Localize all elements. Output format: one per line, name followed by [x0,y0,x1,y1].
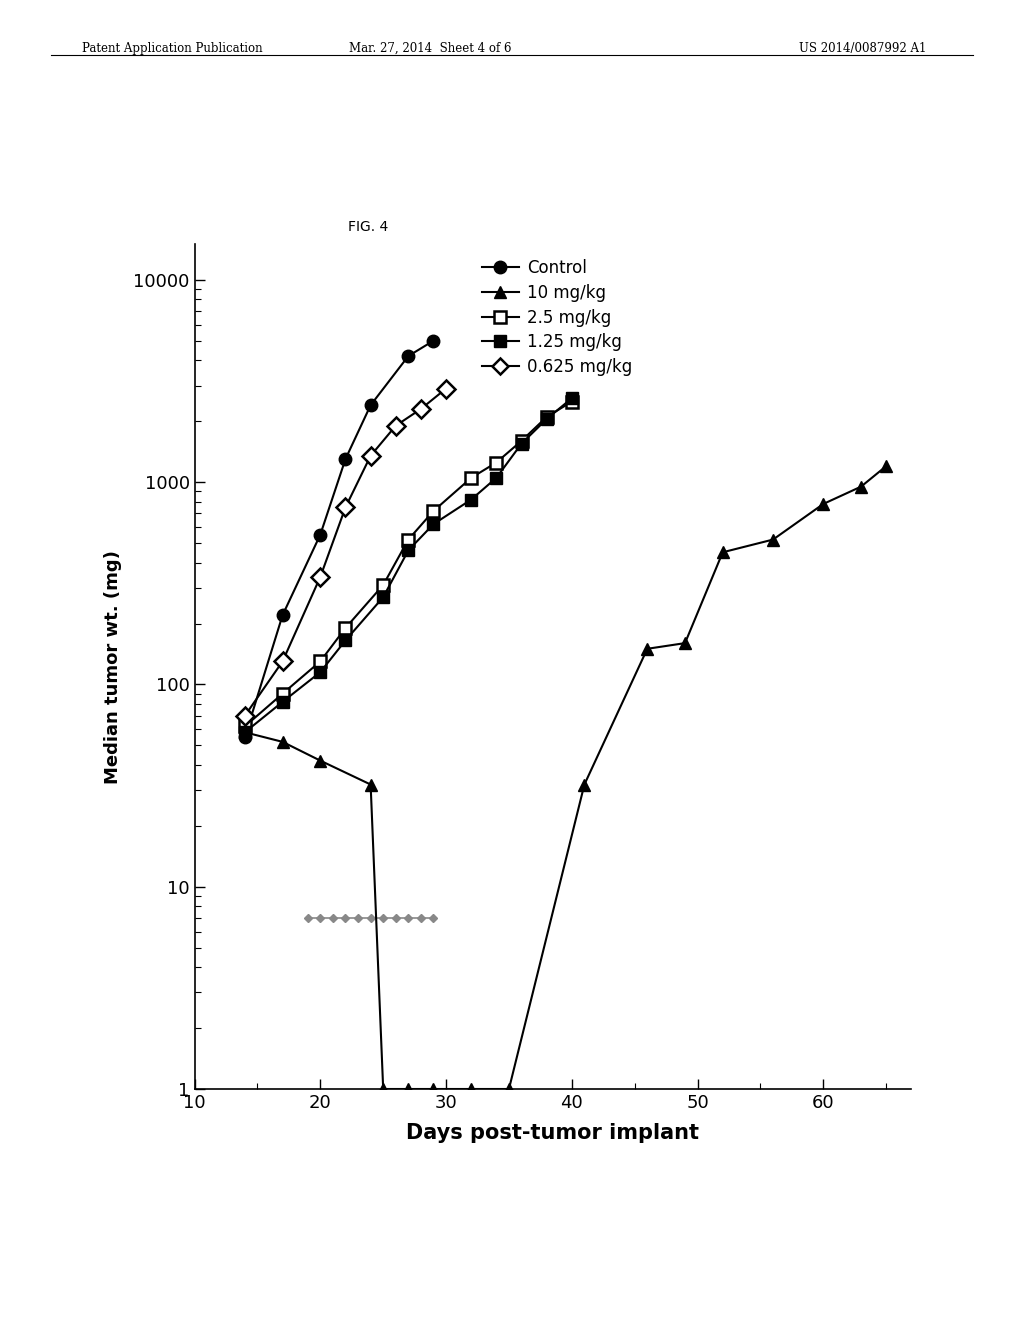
0.625 mg/kg [339,499,351,515]
10 mg/kg [365,776,377,792]
10 mg/kg [767,532,779,548]
10 mg/kg [377,1081,389,1097]
1.25 mg/kg [490,470,503,486]
Text: US 2014/0087992 A1: US 2014/0087992 A1 [799,42,926,55]
0.625 mg/kg [276,653,289,669]
Line: 10 mg/kg: 10 mg/kg [239,459,893,1096]
1.25 mg/kg [565,391,578,407]
10 mg/kg [855,479,867,495]
1.25 mg/kg [402,543,415,558]
2.5 mg/kg [465,470,477,486]
10 mg/kg [817,496,829,512]
Control [276,607,289,623]
10 mg/kg [465,1081,477,1097]
1.25 mg/kg [339,632,351,648]
10 mg/kg [717,544,729,560]
1.25 mg/kg [377,589,389,605]
10 mg/kg [579,776,591,792]
1.25 mg/kg [239,725,251,741]
Line: 0.625 mg/kg: 0.625 mg/kg [239,383,453,722]
0.625 mg/kg [239,708,251,723]
Control [365,397,377,413]
0.625 mg/kg [365,447,377,463]
1.25 mg/kg [276,694,289,710]
Line: 2.5 mg/kg: 2.5 mg/kg [239,396,579,733]
0.625 mg/kg [389,418,401,434]
10 mg/kg [276,734,289,750]
2.5 mg/kg [490,454,503,470]
1.25 mg/kg [465,491,477,507]
2.5 mg/kg [541,409,553,425]
Y-axis label: Median tumor wt. (mg): Median tumor wt. (mg) [104,549,122,784]
10 mg/kg [402,1081,415,1097]
10 mg/kg [427,1081,439,1097]
2.5 mg/kg [402,532,415,548]
Control [402,348,415,364]
1.25 mg/kg [427,516,439,532]
2.5 mg/kg [565,393,578,409]
2.5 mg/kg [377,577,389,593]
2.5 mg/kg [239,718,251,734]
0.625 mg/kg [314,569,327,585]
2.5 mg/kg [515,433,527,449]
Control [427,333,439,348]
2.5 mg/kg [339,620,351,636]
2.5 mg/kg [276,686,289,702]
Line: Control: Control [239,334,439,743]
10 mg/kg [503,1081,515,1097]
0.625 mg/kg [440,380,453,396]
10 mg/kg [641,642,653,657]
1.25 mg/kg [515,436,527,451]
10 mg/kg [679,635,691,651]
Text: FIG. 4: FIG. 4 [348,220,388,235]
X-axis label: Days post-tumor implant: Days post-tumor implant [407,1123,699,1143]
Control [339,451,351,467]
Control [239,729,251,744]
Control [314,527,327,543]
1.25 mg/kg [541,411,553,426]
Legend: Control, 10 mg/kg, 2.5 mg/kg, 1.25 mg/kg, 0.625 mg/kg: Control, 10 mg/kg, 2.5 mg/kg, 1.25 mg/kg… [475,252,639,383]
1.25 mg/kg [314,664,327,680]
Text: Patent Application Publication: Patent Application Publication [82,42,262,55]
Line: 1.25 mg/kg: 1.25 mg/kg [239,392,579,738]
2.5 mg/kg [427,503,439,519]
2.5 mg/kg [314,653,327,669]
Text: Mar. 27, 2014  Sheet 4 of 6: Mar. 27, 2014 Sheet 4 of 6 [349,42,511,55]
10 mg/kg [880,458,892,474]
10 mg/kg [314,752,327,768]
10 mg/kg [239,725,251,741]
0.625 mg/kg [415,401,427,417]
